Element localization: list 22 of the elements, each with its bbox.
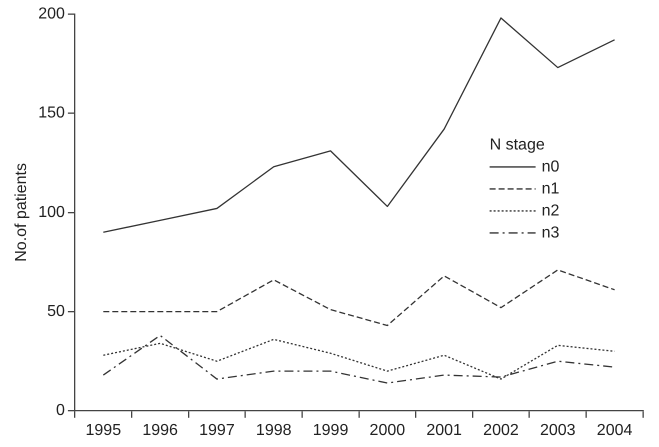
x-tick-label: 1995	[86, 422, 122, 439]
x-tick-label: 1996	[142, 422, 178, 439]
x-tick-label: 2004	[596, 422, 632, 439]
y-tick-label: 200	[38, 5, 65, 22]
x-tick-label: 1997	[199, 422, 235, 439]
x-tick-label: 1999	[312, 422, 348, 439]
x-tick-label: 2003	[540, 422, 576, 439]
legend-label: n0	[542, 158, 560, 176]
y-tick-label: 100	[38, 204, 65, 221]
y-axis-title: No.of patients	[13, 163, 30, 262]
legend-label: n2	[542, 202, 560, 220]
x-tick-label: 2001	[426, 422, 462, 439]
y-tick-label: 50	[47, 303, 65, 320]
legend-title: N stage	[490, 136, 545, 154]
legend-label: n1	[542, 180, 560, 198]
y-tick-label: 0	[56, 402, 65, 420]
line-series	[102, 269, 616, 326]
x-tick-label: 2002	[483, 422, 519, 439]
y-tick-label: 150	[38, 104, 65, 122]
legend-label: n3	[542, 224, 560, 242]
x-tick-label: 2000	[370, 422, 406, 439]
x-tick-label: 1998	[256, 422, 292, 439]
